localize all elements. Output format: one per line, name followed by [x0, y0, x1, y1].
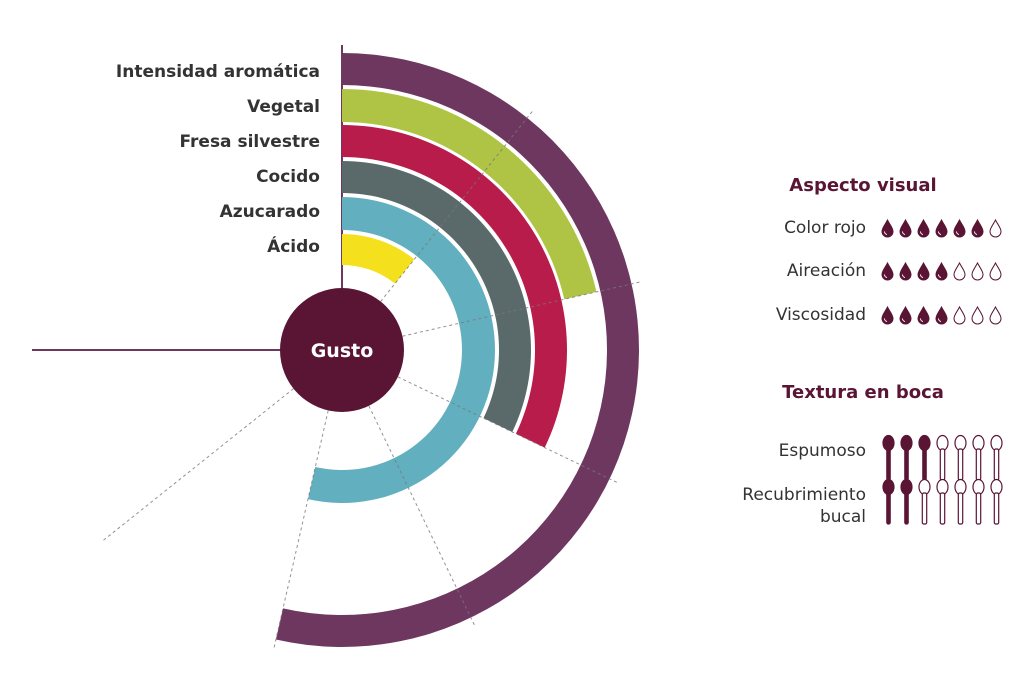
spoon-icon: [934, 478, 951, 530]
grid-line: [402, 281, 640, 337]
drop-icon: [916, 261, 931, 285]
drop-icon: [952, 305, 967, 329]
row-label: Recubrimiento bucal: [742, 485, 866, 527]
grid-line: [273, 410, 329, 648]
series-label: Cocido: [256, 167, 320, 187]
spoon-icon: [970, 478, 987, 530]
ring-bar: [342, 89, 597, 300]
spoon-icon: [952, 434, 969, 486]
series-label: Ácido: [267, 237, 320, 257]
spoon-icon: [952, 478, 969, 530]
series-label: Intensidad aromática: [115, 62, 320, 82]
drop-icon: [898, 305, 913, 329]
drop-icon: [880, 305, 895, 329]
drop-icon: [934, 218, 949, 242]
grid-line: [103, 388, 294, 541]
row-label: Aireación: [786, 261, 866, 281]
ring-bar: [342, 125, 568, 448]
grid-line: [380, 111, 533, 302]
series-label: Vegetal: [247, 97, 320, 117]
visual-title: Aspecto visual: [789, 175, 937, 196]
ring-bar: [342, 234, 415, 284]
spoon-icon: [916, 478, 933, 530]
rating-icons: [880, 218, 1003, 242]
drop-icon: [988, 305, 1003, 329]
drop-icon: [916, 305, 931, 329]
drop-icon: [952, 218, 967, 242]
series-label: Azucarado: [219, 202, 320, 222]
series-label: Fresa silvestre: [179, 132, 321, 152]
spoon-icon: [970, 434, 987, 486]
rating-icons: [880, 478, 1005, 530]
drop-icon: [988, 261, 1003, 285]
drop-icon: [952, 261, 967, 285]
drop-icon: [970, 305, 985, 329]
drop-icon: [970, 261, 985, 285]
spoon-icon: [916, 434, 933, 486]
spoon-icon: [898, 478, 915, 530]
center-circle: [280, 288, 404, 412]
drop-icon: [880, 261, 895, 285]
drop-icon: [988, 218, 1003, 242]
drop-icon: [880, 218, 895, 242]
drop-icon: [934, 305, 949, 329]
rating-icons: [880, 261, 1003, 285]
drop-icon: [916, 218, 931, 242]
drop-icon: [898, 261, 913, 285]
center-label: Gusto: [311, 340, 374, 362]
ring-bar: [342, 161, 532, 433]
spoon-icon: [898, 434, 915, 486]
row-label: Espumoso: [778, 441, 866, 461]
spoon-icon: [988, 478, 1005, 530]
drop-icon: [970, 218, 985, 242]
spoon-icon: [880, 478, 897, 530]
grid-line: [368, 405, 475, 626]
row-label: Viscosidad: [775, 305, 866, 325]
texture-title: Textura en boca: [782, 382, 944, 403]
drop-icon: [934, 261, 949, 285]
drop-icon: [898, 218, 913, 242]
rating-icons: [880, 305, 1003, 329]
grid-line: [397, 376, 618, 483]
ring-bar: [307, 197, 495, 503]
rating-icons: [880, 434, 1005, 486]
row-label: Color rojo: [784, 218, 866, 238]
spoon-icon: [880, 434, 897, 486]
